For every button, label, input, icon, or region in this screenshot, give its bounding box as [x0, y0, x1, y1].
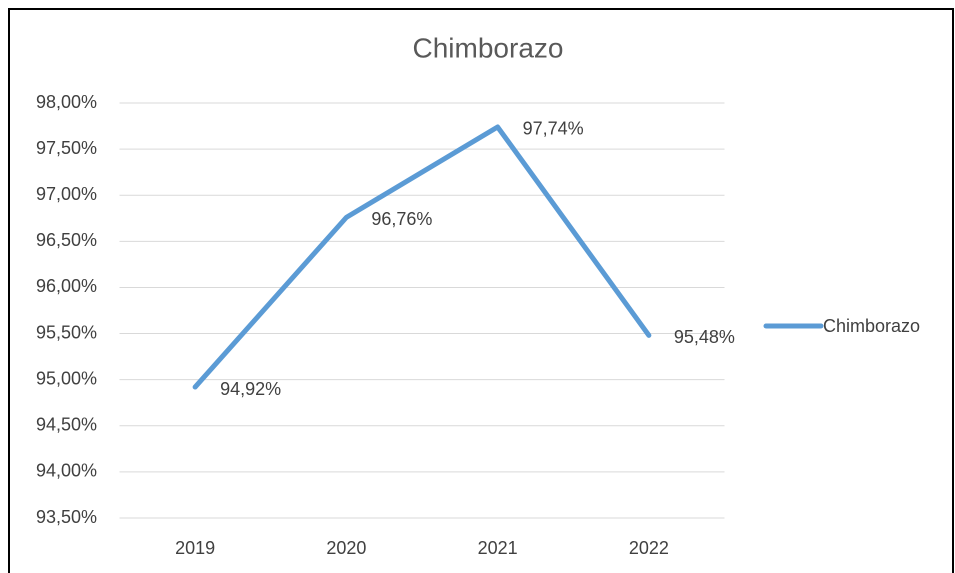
- x-tick-label: 2020: [326, 538, 366, 558]
- legend-label: Chimborazo: [823, 316, 920, 336]
- data-line: [192, 124, 652, 390]
- y-tick-label: 96,50%: [36, 230, 97, 250]
- data-label: 97,74%: [523, 119, 584, 139]
- y-tick-label: 97,00%: [36, 184, 97, 204]
- y-tick-label: 97,50%: [36, 138, 97, 158]
- y-tick-label: 95,00%: [36, 368, 97, 388]
- chart-title: Chimborazo: [413, 32, 564, 63]
- x-tick-label: 2021: [478, 538, 518, 558]
- y-tick-label: 93,50%: [36, 507, 97, 527]
- y-tick-label: 94,50%: [36, 415, 97, 435]
- data-label: 94,92%: [220, 379, 281, 399]
- y-tick-label: 98,00%: [36, 92, 97, 112]
- y-tick-label: 94,00%: [36, 461, 97, 481]
- data-label: 95,48%: [674, 327, 735, 347]
- chart-border: [8, 8, 954, 573]
- x-tick-label: 2019: [175, 538, 215, 558]
- x-tick-label: 2022: [629, 538, 669, 558]
- y-tick-label: 95,50%: [36, 322, 97, 342]
- y-tick-label: 96,00%: [36, 276, 97, 296]
- data-label: 96,76%: [371, 209, 432, 229]
